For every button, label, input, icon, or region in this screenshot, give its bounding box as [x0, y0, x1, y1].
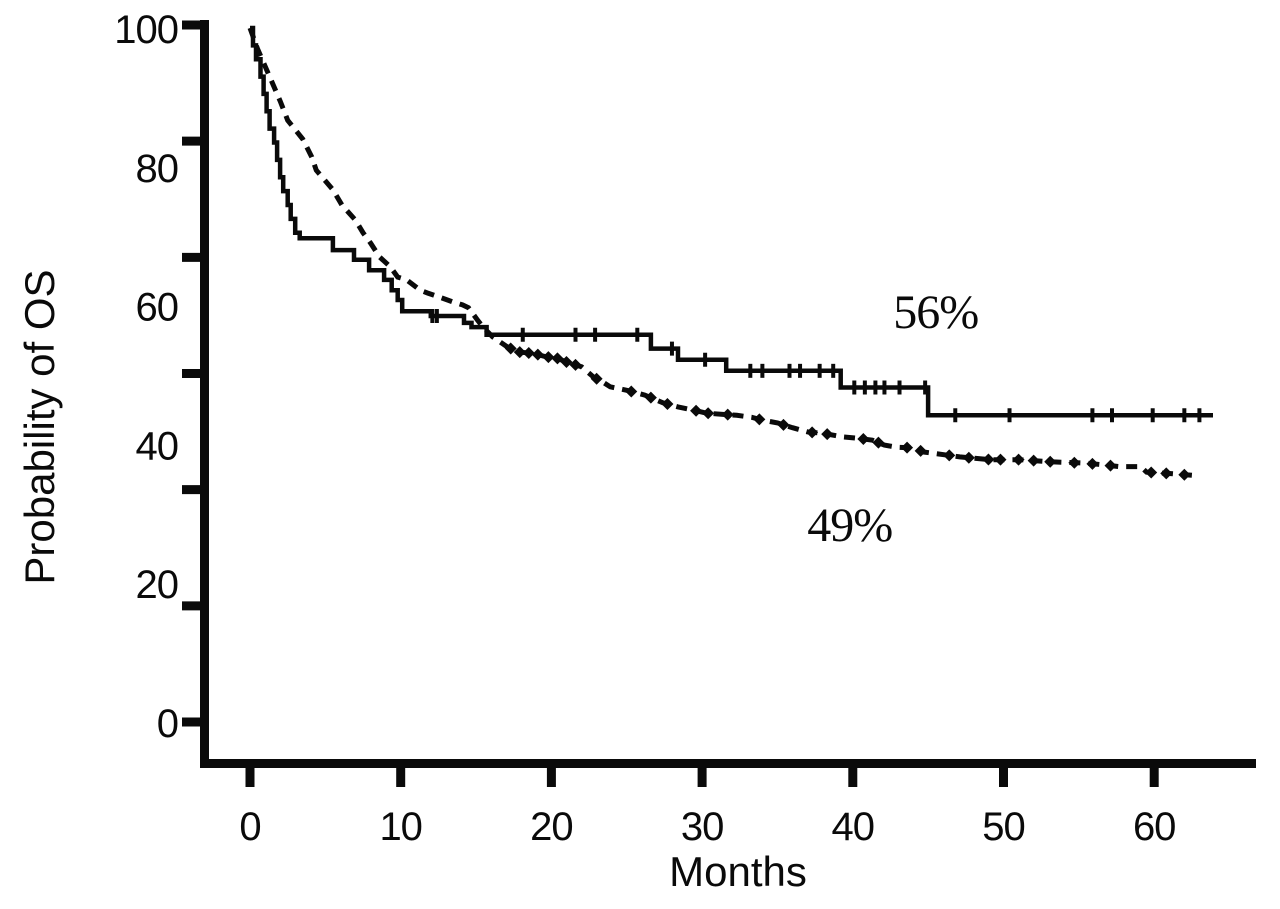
censor-mark-dashed	[943, 449, 956, 462]
censor-mark-dashed	[590, 372, 603, 385]
censor-mark-dashed	[690, 404, 703, 417]
y-axis-tick-labels: 100 80 60 40 20 0	[114, 8, 179, 746]
x-tick-label: 30	[681, 805, 724, 849]
censor-mark-dashed	[753, 413, 766, 426]
censor-mark-dashed	[1044, 455, 1057, 468]
censor-mark-dashed	[504, 342, 517, 355]
x-tick-label: 40	[832, 805, 875, 849]
x-tick-label: 10	[379, 805, 422, 849]
censor-mark-dashed	[1160, 467, 1173, 480]
x-axis-tick-labels: 0 10 20 30 40 50 60	[239, 805, 1176, 849]
censor-mark-dashed	[914, 444, 927, 457]
censor-mark-dashed	[777, 418, 790, 431]
y-tick-label: 60	[136, 286, 179, 330]
censor-mark-dashed	[1178, 468, 1191, 481]
censor-mark-dashed	[806, 426, 819, 439]
x-tick-label: 20	[530, 805, 573, 849]
censor-mark-dashed	[857, 432, 870, 445]
survival-percent-label: 49%	[807, 499, 892, 552]
censor-mark-dashed	[644, 391, 657, 404]
censor-mark-dashed	[542, 351, 555, 364]
censor-mark-dashed	[901, 441, 914, 454]
curve-annotations: 56% 49%	[807, 286, 979, 552]
censor-mark-dashed	[569, 358, 582, 371]
censor-mark-dashed	[962, 451, 975, 464]
censor-mark-dashed	[702, 407, 715, 420]
axes	[200, 20, 1256, 768]
censor-mark-dashed	[821, 428, 834, 441]
survival-curves	[247, 25, 1213, 479]
y-axis-ticks	[182, 20, 205, 727]
censor-mark-dashed	[1027, 454, 1040, 467]
censor-mark-dashed	[721, 408, 734, 421]
x-axis-title: Months	[669, 848, 807, 895]
x-tick-label: 60	[1133, 805, 1176, 849]
censor-mark-dashed	[513, 346, 526, 359]
censor-mark-dashed	[1012, 453, 1025, 466]
y-tick-label: 80	[136, 147, 179, 191]
x-tick-label: 50	[982, 805, 1025, 849]
censor-mark-dashed	[1145, 466, 1158, 479]
censor-mark-dashed	[994, 453, 1007, 466]
censor-mark-dashed	[522, 347, 535, 360]
censor-mark-dashed	[661, 398, 674, 411]
y-tick-label: 40	[136, 424, 179, 468]
y-axis-title: Probability of OS	[16, 269, 63, 584]
censor-mark-dashed	[1104, 459, 1117, 472]
censor-mark-dashed	[1068, 456, 1081, 469]
x-axis-ticks	[245, 767, 1159, 787]
y-tick-label: 20	[136, 563, 179, 607]
x-tick-label: 0	[239, 805, 260, 849]
survival-percent-label: 56%	[893, 286, 978, 339]
censor-mark-dashed	[872, 436, 885, 449]
censor-marks	[430, 309, 1202, 481]
os-curve-dashed	[247, 27, 1197, 479]
censor-mark-dashed	[1086, 457, 1099, 470]
censor-mark-dashed	[551, 352, 564, 365]
os-curve-solid	[250, 25, 1213, 418]
censor-mark-dashed	[560, 355, 573, 368]
censor-mark-dashed	[982, 453, 995, 466]
censor-mark-dashed	[625, 385, 638, 398]
y-tick-label: 100	[114, 8, 178, 52]
y-tick-label: 0	[157, 702, 178, 746]
censor-mark-dashed	[531, 348, 544, 361]
